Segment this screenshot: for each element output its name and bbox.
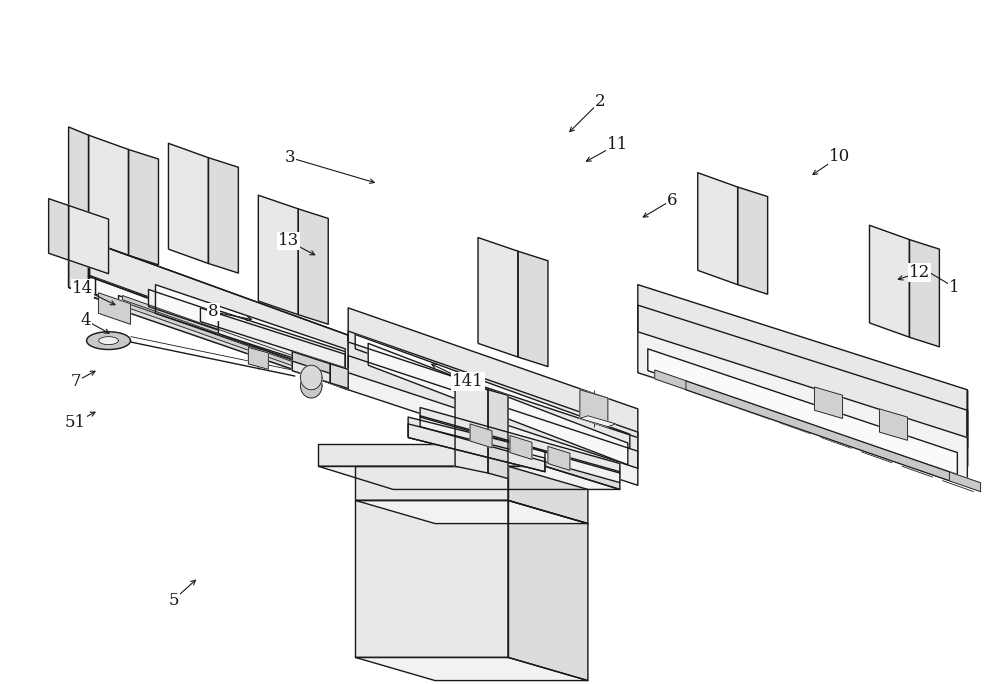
Polygon shape	[49, 198, 69, 260]
Polygon shape	[318, 445, 545, 466]
Text: 141: 141	[452, 373, 484, 390]
Text: 12: 12	[909, 264, 930, 281]
Polygon shape	[355, 501, 588, 523]
Polygon shape	[508, 466, 588, 523]
Polygon shape	[258, 195, 298, 315]
Text: 2: 2	[595, 93, 605, 110]
Polygon shape	[348, 356, 638, 486]
Polygon shape	[580, 390, 608, 427]
Polygon shape	[248, 347, 268, 369]
Polygon shape	[99, 337, 118, 345]
Polygon shape	[488, 390, 508, 479]
Polygon shape	[655, 370, 949, 481]
Polygon shape	[478, 237, 518, 357]
Polygon shape	[545, 445, 620, 490]
Polygon shape	[89, 275, 348, 390]
Text: 13: 13	[278, 233, 299, 250]
Polygon shape	[580, 416, 616, 427]
Polygon shape	[355, 466, 508, 501]
Polygon shape	[348, 342, 638, 469]
Polygon shape	[420, 416, 620, 483]
Polygon shape	[300, 365, 322, 390]
Polygon shape	[330, 364, 348, 389]
Polygon shape	[119, 295, 348, 389]
Polygon shape	[510, 436, 532, 460]
Polygon shape	[648, 349, 957, 475]
Polygon shape	[879, 409, 907, 440]
Polygon shape	[815, 387, 843, 419]
Polygon shape	[869, 225, 909, 337]
Polygon shape	[89, 241, 348, 390]
Polygon shape	[208, 158, 238, 273]
Polygon shape	[355, 501, 508, 657]
Polygon shape	[638, 341, 967, 466]
Polygon shape	[455, 383, 488, 473]
Polygon shape	[148, 289, 345, 373]
Polygon shape	[355, 334, 630, 449]
Text: 1: 1	[949, 279, 960, 296]
Polygon shape	[119, 300, 348, 389]
Polygon shape	[638, 305, 967, 466]
Polygon shape	[69, 205, 109, 274]
Polygon shape	[69, 127, 89, 295]
Polygon shape	[738, 187, 768, 294]
Polygon shape	[909, 239, 939, 347]
Polygon shape	[638, 332, 967, 479]
Polygon shape	[408, 424, 545, 472]
Text: 5: 5	[168, 592, 179, 609]
Text: 4: 4	[80, 312, 91, 328]
Polygon shape	[348, 308, 638, 451]
Polygon shape	[348, 331, 638, 451]
Polygon shape	[89, 135, 129, 255]
Polygon shape	[355, 657, 588, 681]
Text: 11: 11	[607, 135, 628, 153]
Polygon shape	[638, 285, 967, 447]
Polygon shape	[87, 332, 131, 350]
Polygon shape	[129, 150, 158, 265]
Polygon shape	[69, 233, 89, 295]
Polygon shape	[368, 343, 628, 465]
Polygon shape	[470, 424, 492, 448]
Polygon shape	[698, 173, 738, 285]
Text: 6: 6	[667, 192, 677, 209]
Polygon shape	[218, 311, 345, 375]
Text: 3: 3	[285, 149, 296, 166]
Polygon shape	[318, 466, 620, 490]
Polygon shape	[420, 408, 620, 473]
Polygon shape	[408, 417, 545, 472]
Text: 51: 51	[65, 414, 86, 431]
Text: 7: 7	[70, 373, 81, 390]
Polygon shape	[518, 251, 548, 367]
Polygon shape	[99, 293, 131, 324]
Polygon shape	[298, 209, 328, 324]
Polygon shape	[123, 295, 345, 378]
Text: 14: 14	[72, 280, 93, 298]
Polygon shape	[508, 501, 588, 681]
Polygon shape	[155, 285, 345, 378]
Polygon shape	[548, 447, 570, 471]
Polygon shape	[123, 302, 345, 384]
Polygon shape	[292, 352, 330, 383]
Text: 10: 10	[829, 148, 850, 165]
Polygon shape	[89, 241, 348, 371]
Polygon shape	[96, 278, 340, 386]
Text: 8: 8	[208, 304, 219, 321]
Polygon shape	[168, 144, 208, 263]
Polygon shape	[300, 373, 322, 398]
Polygon shape	[686, 381, 981, 492]
Polygon shape	[292, 361, 330, 383]
Polygon shape	[200, 308, 345, 368]
